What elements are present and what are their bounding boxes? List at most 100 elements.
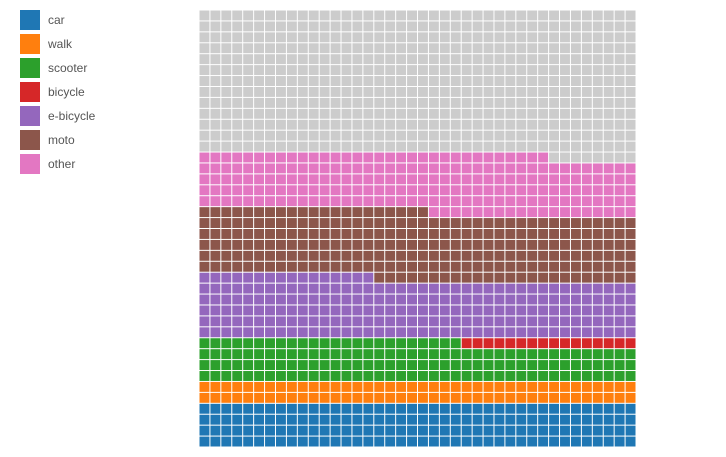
waffle-cell-empty [494,141,505,152]
waffle-cell-empty [308,108,319,119]
waffle-cell-other [560,196,570,207]
waffle-cell-e-bicycle [570,316,581,327]
waffle-cell-empty [330,43,341,54]
waffle-cell-car [319,436,330,447]
waffle-cell-empty [232,32,243,43]
waffle-cell-empty [472,97,483,108]
waffle-cell-scooter [308,349,319,360]
waffle-cell-car [560,403,570,414]
waffle-cell-car [396,414,407,425]
waffle-cell-moto [199,261,210,272]
waffle-cell-e-bicycle [232,294,243,305]
waffle-cell-car [341,403,352,414]
waffle-cell-moto [341,250,352,261]
waffle-cell-moto [221,218,232,228]
waffle-cell-scooter [428,338,439,349]
waffle-cell-empty [570,65,581,76]
waffle-cell-walk [483,381,494,392]
waffle-cell-other [461,174,472,185]
waffle-cell-car [297,403,308,414]
waffle-cell-empty [538,97,549,108]
waffle-cell-empty [243,43,254,54]
waffle-cell-e-bicycle [538,316,549,327]
waffle-cell-moto [254,218,265,228]
waffle-cell-empty [341,54,352,65]
waffle-cell-empty [210,86,221,97]
waffle-cell-empty [538,108,549,119]
waffle-cell-e-bicycle [352,305,363,316]
waffle-cell-empty [319,97,330,108]
waffle-cell-e-bicycle [494,294,505,305]
waffle-cell-moto [297,250,308,261]
waffle-cell-scooter [330,349,341,360]
waffle-cell-other [275,185,286,196]
waffle-cell-e-bicycle [363,294,374,305]
waffle-cell-moto [363,218,374,228]
waffle-cell-car [232,403,243,414]
waffle-cell-car [330,436,341,447]
waffle-cell-empty [538,32,549,43]
waffle-cell-bicycle [472,338,483,349]
waffle-cell-empty [243,130,254,141]
waffle-cell-e-bicycle [472,327,483,338]
waffle-cell-empty [549,32,560,43]
waffle-cell-moto [483,272,494,283]
waffle-cell-other [199,174,210,185]
waffle-cell-car [494,414,505,425]
waffle-cell-empty [505,10,516,21]
waffle-cell-empty [461,65,472,76]
waffle-cell-other [243,185,254,196]
waffle-cell-moto [428,261,439,272]
waffle-cell-other [581,196,592,207]
waffle-cell-other [570,196,581,207]
waffle-cell-car [538,403,549,414]
waffle-cell-other [592,207,603,218]
waffle-cell-scooter [308,338,319,349]
waffle-cell-other [396,174,407,185]
waffle-cell-e-bicycle [385,316,396,327]
waffle-cell-other [505,207,516,218]
waffle-cell-moto [614,239,625,250]
legend-label: scooter [48,61,88,75]
waffle-cell-car [472,403,483,414]
waffle-cell-empty [483,141,494,152]
waffle-cell-e-bicycle [319,316,330,327]
waffle-cell-empty [385,21,396,32]
waffle-cell-empty [330,119,341,130]
waffle-cell-other [352,196,363,207]
waffle-cell-moto [625,218,636,228]
waffle-cell-scooter [560,371,570,381]
waffle-cell-empty [221,119,232,130]
waffle-cell-e-bicycle [472,283,483,294]
waffle-cell-empty [549,76,560,86]
waffle-cell-moto [538,272,549,283]
waffle-cell-car [614,403,625,414]
waffle-cell-empty [494,130,505,141]
waffle-cell-car [505,414,516,425]
waffle-cell-e-bicycle [625,283,636,294]
waffle-cell-empty [439,32,450,43]
waffle-cell-car [396,425,407,436]
waffle-cell-e-bicycle [560,316,570,327]
waffle-cell-empty [483,10,494,21]
waffle-cell-scooter [439,349,450,360]
waffle-cell-e-bicycle [483,316,494,327]
waffle-cell-moto [286,229,297,239]
waffle-cell-e-bicycle [199,272,210,283]
waffle-cell-empty [210,65,221,76]
waffle-cell-car [308,436,319,447]
waffle-cell-scooter [516,371,527,381]
waffle-cell-moto [308,261,319,272]
waffle-cell-moto [265,218,275,228]
waffle-cell-scooter [581,371,592,381]
waffle-cell-other [243,196,254,207]
waffle-cell-moto [396,250,407,261]
waffle-cell-moto [428,250,439,261]
waffle-cell-e-bicycle [527,294,538,305]
waffle-cell-e-bicycle [319,305,330,316]
waffle-cell-e-bicycle [352,316,363,327]
waffle-cell-empty [330,76,341,86]
waffle-cell-scooter [483,360,494,371]
waffle-cell-empty [275,130,286,141]
waffle-cell-car [352,414,363,425]
